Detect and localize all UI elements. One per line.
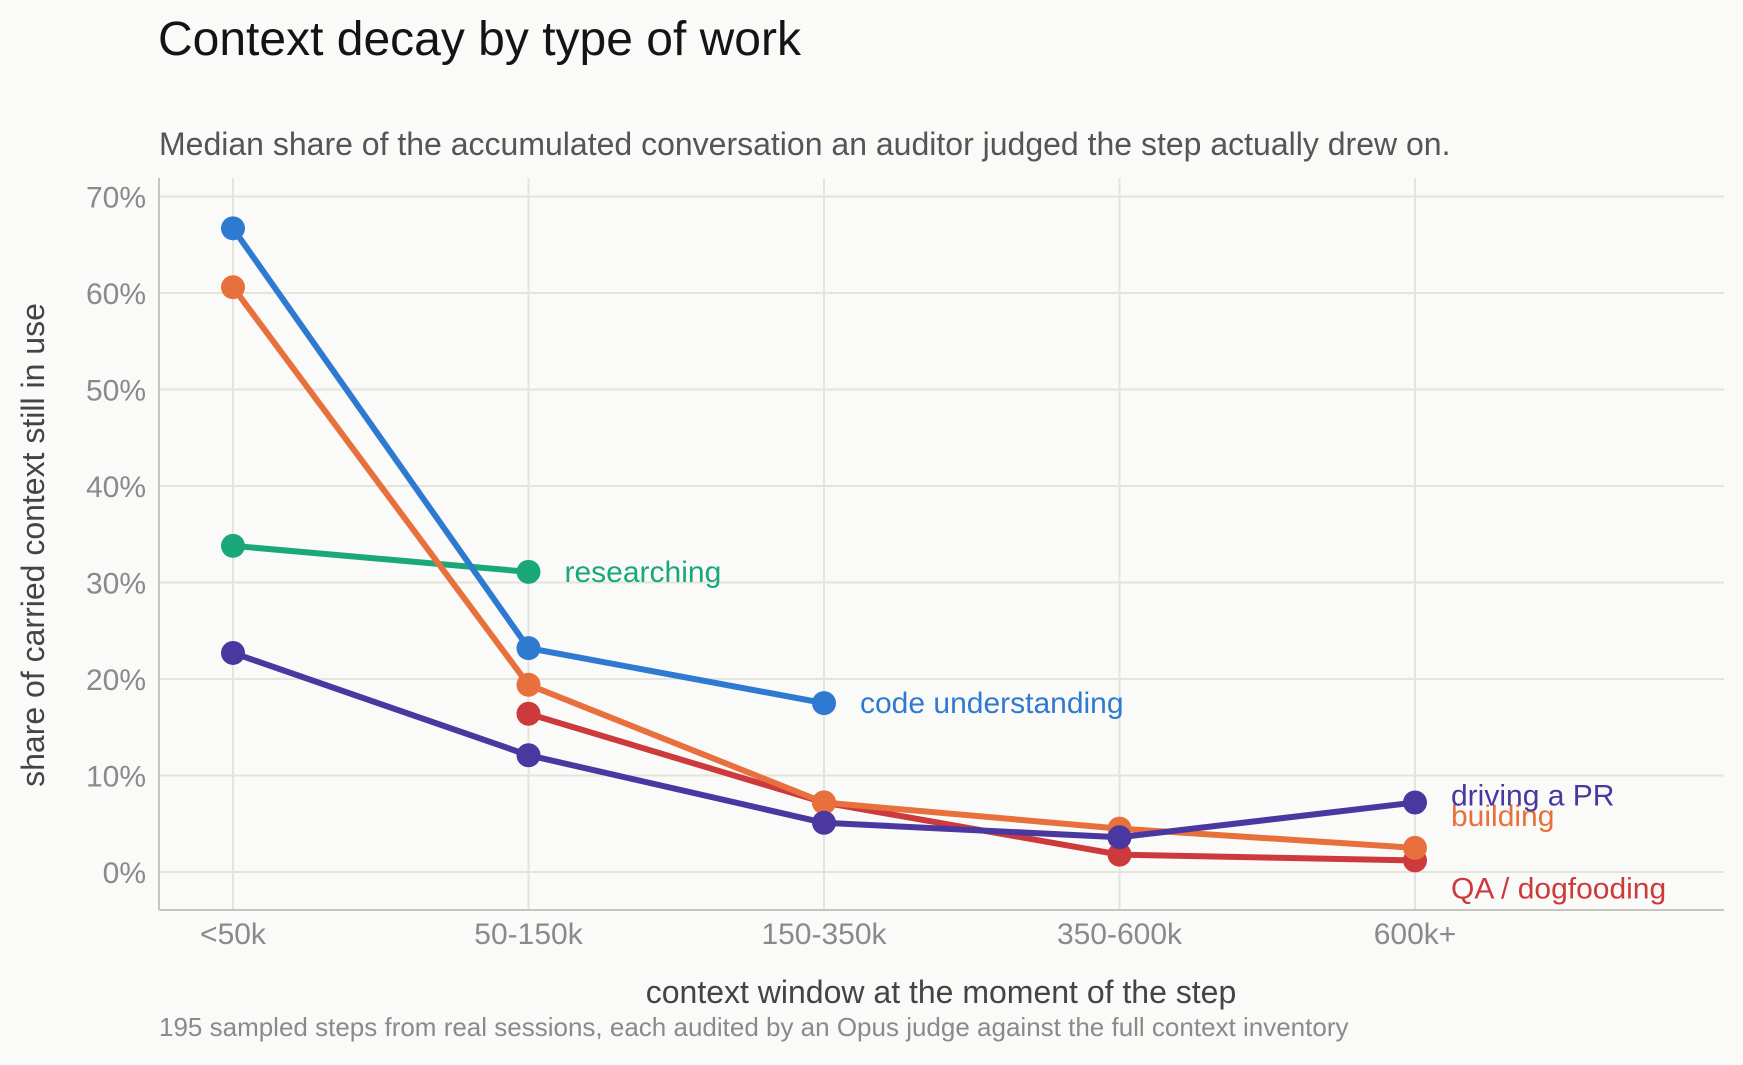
y-tick-label: 60% <box>86 278 146 311</box>
data-point-qa-dogfooding <box>516 701 541 726</box>
gridlines <box>159 178 1724 910</box>
x-tick-label: 150-350k <box>761 918 887 951</box>
data-point-driving-a-pr <box>1107 825 1132 850</box>
y-tick-label: 20% <box>86 664 146 697</box>
y-tick-label: 0% <box>103 857 146 890</box>
data-point-qa-dogfooding <box>1107 842 1132 867</box>
data-point-driving-a-pr <box>1403 790 1427 815</box>
data-point-code-understanding <box>221 216 245 241</box>
y-tick-label: 70% <box>86 182 146 215</box>
chart-caption: 195 sampled steps from real sessions, ea… <box>159 1012 1349 1042</box>
series-points <box>221 216 1427 873</box>
series-label-driving-a-pr: driving a PR <box>1451 780 1614 813</box>
y-tick-label: 50% <box>86 375 146 408</box>
x-tick-labels: <50k 50-150k 150-350k 350-600k 600k+ <box>200 918 1456 951</box>
x-tick-label: 600k+ <box>1374 918 1457 951</box>
x-axis-title: context window at the moment of the step <box>646 974 1237 1010</box>
data-point-building <box>221 275 245 300</box>
series-label-building: building <box>1451 800 1554 833</box>
series-label-code-understanding: code understanding <box>860 687 1124 720</box>
x-tick-label: <50k <box>200 918 267 951</box>
series-label-qa-dogfooding: QA / dogfooding <box>1451 872 1666 905</box>
data-point-driving-a-pr <box>221 640 245 665</box>
chart-subtitle: Median share of the accumulated conversa… <box>159 126 1451 162</box>
data-point-researching <box>516 559 541 584</box>
series-labels: researching code understanding QA / dogfoo… <box>565 556 1667 906</box>
y-tick-label: 30% <box>86 568 146 601</box>
axes <box>158 178 1724 911</box>
data-point-researching <box>221 533 245 558</box>
data-point-code-understanding <box>812 691 836 716</box>
data-point-building <box>516 672 541 697</box>
y-tick-label: 10% <box>86 761 146 794</box>
data-point-driving-a-pr <box>516 743 541 768</box>
data-point-building <box>1403 835 1427 860</box>
data-point-building <box>812 790 836 815</box>
chart-title: Context decay by type of work <box>158 13 801 66</box>
series-line-researching <box>230 542 532 575</box>
data-point-driving-a-pr <box>812 810 836 835</box>
y-axis-title: share of carried context still in use <box>15 303 51 787</box>
x-tick-label: 50-150k <box>474 918 583 951</box>
y-tick-labels: 0% 10% 20% 30% 40% 50% 60% 70% <box>86 182 146 891</box>
data-point-code-understanding <box>516 636 541 661</box>
series-label-researching: researching <box>565 556 722 589</box>
y-tick-label: 40% <box>86 471 146 504</box>
x-tick-label: 350-600k <box>1057 918 1183 951</box>
